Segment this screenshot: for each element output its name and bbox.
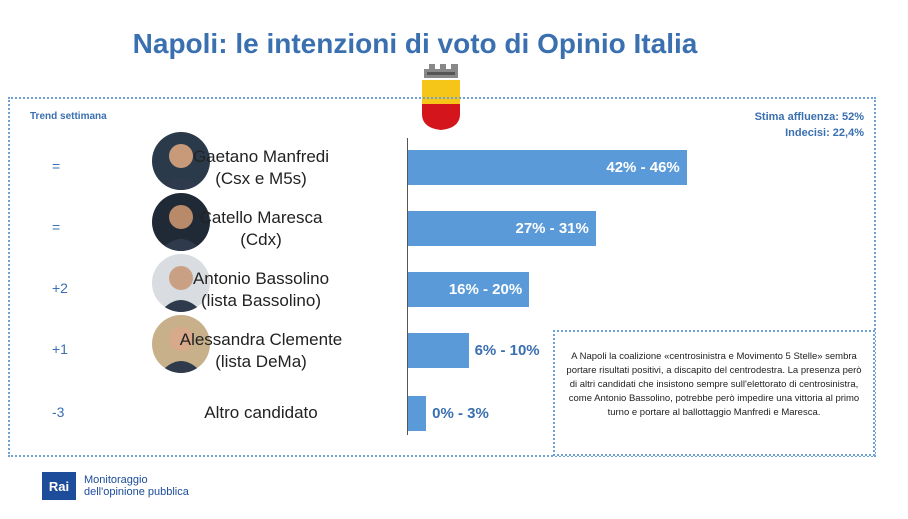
chart-bar: 27% - 31% bbox=[408, 211, 596, 246]
chart-bar bbox=[408, 396, 427, 431]
candidate-label: Gaetano Manfredi (Csx e M5s) bbox=[131, 146, 391, 190]
bar-data-label: 6% - 10% bbox=[474, 342, 540, 359]
trend-value: -3 bbox=[52, 404, 65, 420]
candidate-label: Catello Maresca (Cdx) bbox=[131, 207, 391, 251]
brand-line2: dell'opinione pubblica bbox=[84, 486, 189, 498]
candidate-name: Antonio Bassolino bbox=[192, 269, 330, 288]
candidate-name: Altro candidato bbox=[204, 403, 318, 422]
trend-value: = bbox=[52, 219, 61, 235]
turnout-estimate: Stima affluenza: 52% Indecisi: 22,4% bbox=[755, 109, 864, 141]
candidate-list: (lista Bassolino) bbox=[201, 291, 321, 310]
trend-value: +2 bbox=[52, 280, 68, 296]
brand-line1: Monitoraggio bbox=[84, 474, 148, 486]
brand-text: Monitoraggio dell'opinione pubblica bbox=[84, 474, 189, 498]
candidate-photo bbox=[152, 193, 210, 251]
rai-logo: Rai bbox=[42, 472, 76, 500]
candidate-photo bbox=[152, 254, 210, 312]
chart-axis bbox=[407, 138, 408, 435]
candidate-list: (Cdx) bbox=[240, 230, 282, 249]
candidate-name: Gaetano Manfredi bbox=[192, 147, 330, 166]
candidate-list: (lista DeMa) bbox=[215, 352, 307, 371]
candidate-label: Antonio Bassolino (lista Bassolino) bbox=[131, 268, 391, 312]
indecisi-text: Indecisi: 22,4% bbox=[785, 127, 864, 139]
trend-value: +1 bbox=[52, 341, 68, 357]
candidate-photo bbox=[152, 132, 210, 190]
affluenza-text: Stima affluenza: 52% bbox=[754, 111, 864, 123]
trend-value: = bbox=[52, 158, 61, 174]
page-title: Napoli: le intenzioni di voto di Opinio … bbox=[132, 28, 698, 59]
bar-data-label: 27% - 31% bbox=[515, 220, 589, 237]
bar-data-label: 0% - 3% bbox=[432, 405, 489, 422]
bar-data-label: 42% - 46% bbox=[606, 159, 680, 176]
commentary-box: A Napoli la coalizione «centrosinistra e… bbox=[553, 330, 875, 456]
candidate-label: Altro candidato bbox=[131, 402, 391, 424]
bar-data-label: 16% - 20% bbox=[448, 281, 523, 298]
trend-heading: Trend settimana bbox=[30, 111, 107, 122]
candidate-photo bbox=[152, 315, 210, 373]
chart-frame bbox=[8, 97, 876, 457]
candidate-list: (Csx e M5s) bbox=[215, 169, 307, 188]
candidate-name: Catello Maresca bbox=[199, 208, 323, 227]
candidate-name: Alessandra Clemente bbox=[179, 330, 343, 349]
chart-bar: 42% - 46% bbox=[408, 150, 687, 185]
chart-bar bbox=[408, 333, 469, 368]
candidate-label: Alessandra Clemente (lista DeMa) bbox=[131, 329, 391, 373]
chart-bar: 16% - 20% bbox=[408, 272, 530, 307]
